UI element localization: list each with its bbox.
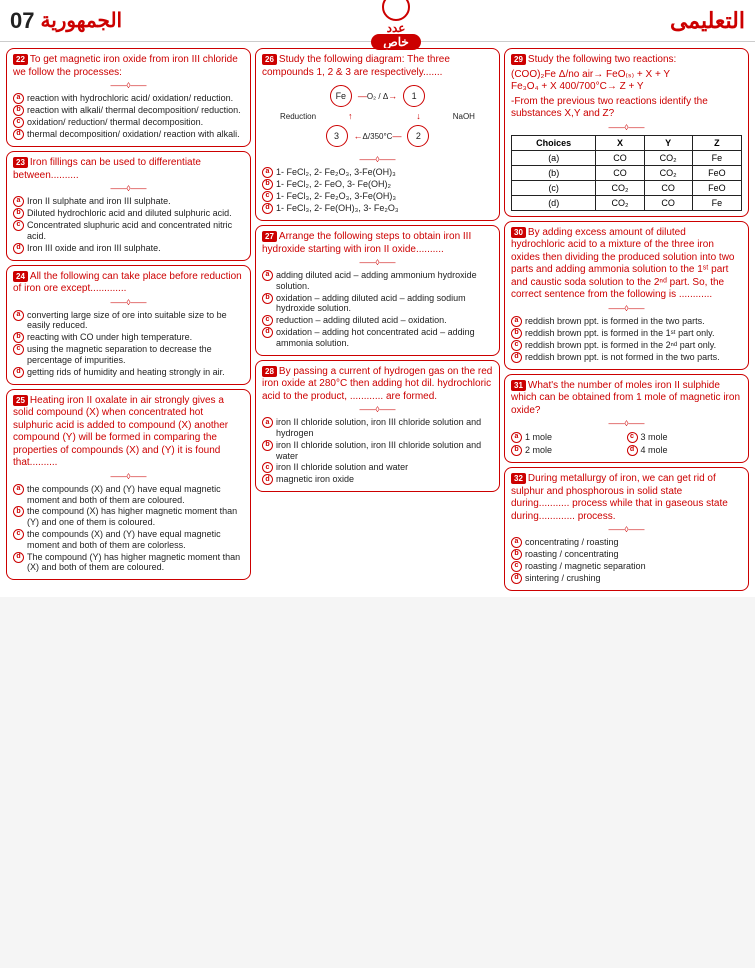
question-24: 24All the following can take place befor… bbox=[6, 265, 251, 385]
emblem-icon bbox=[382, 0, 410, 21]
node-2: 2 bbox=[407, 125, 429, 147]
option-a: areaction with hydrochloric acid/ oxidat… bbox=[13, 93, 244, 104]
node-1: 1 bbox=[403, 85, 425, 107]
table-row: (b)COCO₂FeO bbox=[512, 165, 742, 180]
question-26: 26Study the following diagram: The three… bbox=[255, 48, 500, 221]
question-29: 29Study the following two reactions: (CO… bbox=[504, 48, 749, 217]
node-3: 3 bbox=[326, 125, 348, 147]
question-32: 32During metallurgy of iron, we can get … bbox=[504, 467, 749, 591]
publication-name-ar: الجمهورية bbox=[40, 8, 122, 33]
section-name-ar: التعليمى bbox=[670, 8, 745, 34]
q-text: To get magnetic iron oxide from iron III… bbox=[13, 54, 238, 78]
question-27: 27Arrange the following steps to obtain … bbox=[255, 225, 500, 356]
node-fe: Fe bbox=[330, 85, 352, 107]
q-num: 22 bbox=[13, 54, 28, 65]
column-1: 22To get magnetic iron oxide from iron I… bbox=[6, 48, 251, 591]
column-3: 29Study the following two reactions: (CO… bbox=[504, 48, 749, 591]
equation-2: Fe₃O₄ + X 400/700°C→ Z + Y bbox=[511, 81, 742, 94]
question-23: 23Iron fillings can be used to different… bbox=[6, 151, 251, 261]
page-header: 07 الجمهورية عدد خاص التعليمى bbox=[0, 0, 755, 42]
issue-label: عدد bbox=[387, 21, 406, 35]
option-d: dthermal decomposition/ oxidation/ react… bbox=[13, 129, 244, 140]
page-number: 07 bbox=[10, 8, 34, 34]
question-25: 25Heating iron II oxalate in air strongl… bbox=[6, 389, 251, 580]
question-31: 31What's the number of moles iron II sul… bbox=[504, 374, 749, 464]
table-row: (c)CO₂COFeO bbox=[512, 180, 742, 195]
question-28: 28By passing a current of hydrogen gas o… bbox=[255, 360, 500, 493]
equation-1: (COO)₂Fe Δ/no air→ FeO₍ₛ₎ + X + Y bbox=[511, 69, 742, 82]
table-row: (a)COCO₂Fe bbox=[512, 150, 742, 165]
column-2: 26Study the following diagram: The three… bbox=[255, 48, 500, 591]
option-b: breaction with alkali/ thermal decomposi… bbox=[13, 105, 244, 116]
table-row: (d)CO₂COFe bbox=[512, 195, 742, 210]
choices-table: ChoicesXYZ (a)COCO₂Fe (b)COCO₂FeO (c)CO₂… bbox=[511, 135, 742, 211]
question-30: 30By adding excess amount of diluted hyd… bbox=[504, 221, 749, 370]
option-c: coxidation/ reduction/ thermal decomposi… bbox=[13, 117, 244, 128]
separator: ——◊—— bbox=[13, 81, 244, 90]
page-body: 22To get magnetic iron oxide from iron I… bbox=[0, 42, 755, 597]
question-22: 22To get magnetic iron oxide from iron I… bbox=[6, 48, 251, 147]
sub-text: -From the previous two reactions identif… bbox=[511, 96, 742, 121]
reaction-diagram: Fe —O₂ / Δ→ 1 Reduction↑ ↓NaOH 3 ←Δ/350°… bbox=[262, 79, 493, 153]
